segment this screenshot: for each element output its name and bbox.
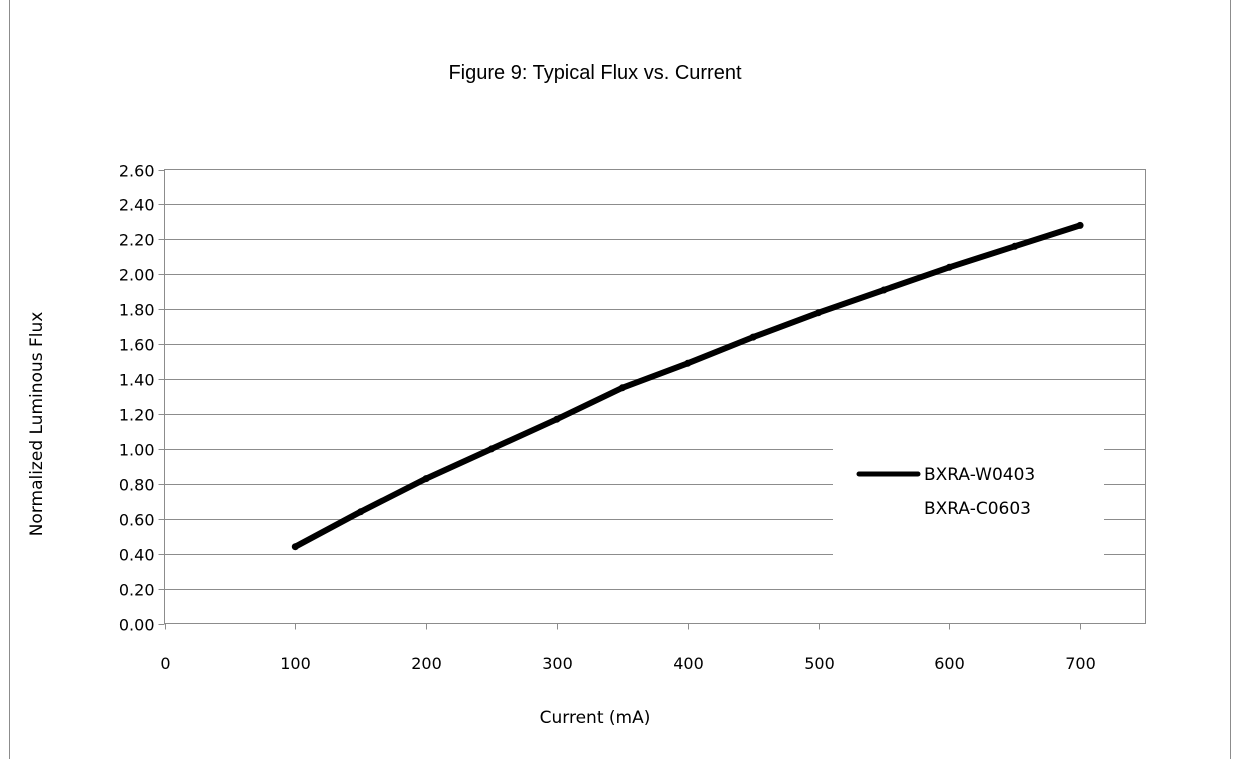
data-point bbox=[553, 416, 560, 423]
legend: BXRA-W0403 BXRA-C0603 bbox=[833, 445, 1104, 560]
data-point bbox=[684, 360, 691, 367]
x-axis-title: Current (mA) bbox=[540, 708, 651, 728]
x-tick-label: 400 bbox=[673, 654, 704, 673]
data-point bbox=[946, 264, 953, 271]
y-tick-label: 0.80 bbox=[119, 476, 155, 495]
x-tick-label: 700 bbox=[1065, 654, 1096, 673]
y-tick-label: 2.40 bbox=[119, 196, 155, 215]
y-axis-title: Normalized Luminous Flux bbox=[27, 312, 47, 537]
data-point bbox=[488, 445, 495, 452]
y-tick-label: 2.20 bbox=[119, 231, 155, 250]
y-tick-label: 1.20 bbox=[119, 406, 155, 425]
x-tick-label: 200 bbox=[411, 654, 442, 673]
x-tick-label: 600 bbox=[934, 654, 965, 673]
legend-label-bxra-w0403: BXRA-W0403 bbox=[924, 465, 1035, 485]
chart-title: Figure 9: Typical Flux vs. Current bbox=[448, 62, 742, 84]
x-tick-label: 0 bbox=[160, 654, 170, 673]
x-tick-label: 300 bbox=[542, 654, 573, 673]
x-tick-label: 500 bbox=[804, 654, 835, 673]
data-point bbox=[750, 334, 757, 341]
y-tick-label: 0.60 bbox=[119, 511, 155, 530]
y-tick-label: 0.40 bbox=[119, 546, 155, 565]
data-point bbox=[1011, 243, 1018, 250]
x-tick-label: 100 bbox=[280, 654, 311, 673]
data-point bbox=[423, 475, 430, 482]
y-tick-label: 2.00 bbox=[119, 266, 155, 285]
data-point bbox=[815, 309, 822, 316]
y-tick-label: 0.00 bbox=[119, 616, 155, 635]
y-tick-label: 1.60 bbox=[119, 336, 155, 355]
data-point bbox=[619, 384, 626, 391]
y-tick-label: 1.80 bbox=[119, 301, 155, 320]
data-point bbox=[357, 508, 364, 515]
data-point bbox=[1077, 222, 1084, 229]
data-point bbox=[292, 543, 299, 550]
y-tick-label: 0.20 bbox=[119, 581, 155, 600]
legend-label-bxra-c0603: BXRA-C0603 bbox=[924, 499, 1031, 519]
y-tick-label: 1.40 bbox=[119, 371, 155, 390]
y-tick-label: 2.60 bbox=[119, 162, 155, 181]
data-point bbox=[880, 287, 887, 294]
y-tick-label: 1.00 bbox=[119, 441, 155, 460]
